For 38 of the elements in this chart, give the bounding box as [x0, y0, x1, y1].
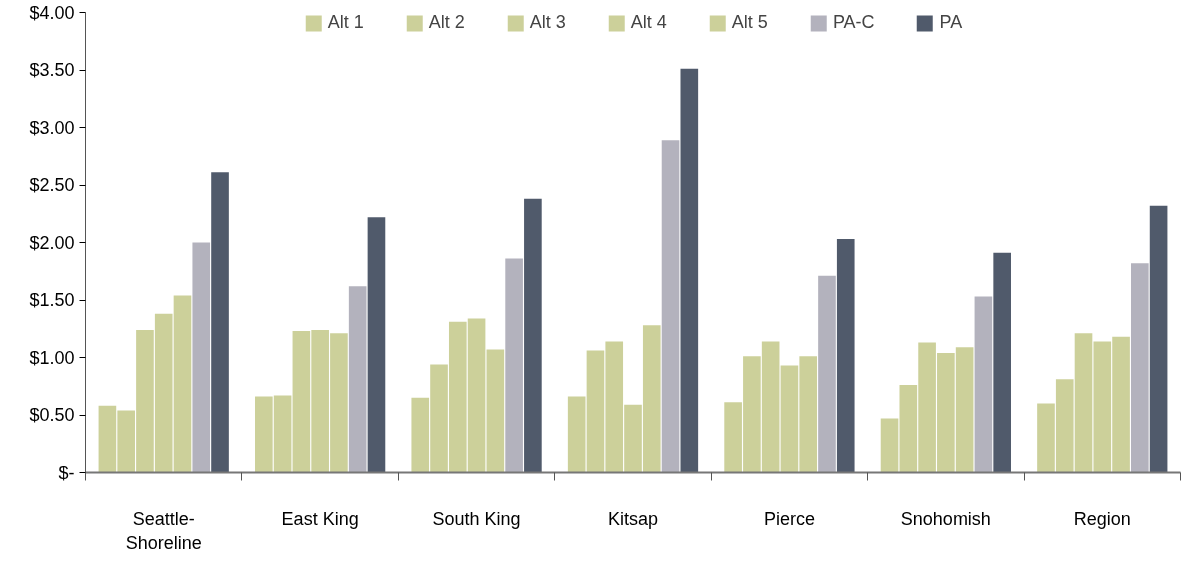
y-tick-label: $3.50 — [29, 60, 75, 80]
bar — [974, 296, 993, 473]
legend-label: Alt 5 — [731, 12, 768, 33]
x-tick-label: East King — [281, 508, 359, 529]
bar — [1149, 205, 1168, 473]
y-tick-label: $3.00 — [29, 117, 75, 138]
legend-label: Alt 3 — [529, 12, 566, 33]
bar — [680, 68, 699, 473]
y-tick-label: $2.50 — [29, 175, 75, 195]
legend-label: Alt 1 — [327, 12, 364, 33]
bar — [661, 140, 680, 473]
bar — [211, 172, 229, 473]
bar — [818, 275, 836, 473]
y-tick-label: $1.00 — [29, 347, 75, 368]
bar — [524, 198, 542, 473]
bar — [1131, 263, 1149, 473]
legend-label: PA — [939, 12, 963, 33]
y-tick-label: $2.00 — [29, 232, 75, 253]
x-tick-label: Seattle-Shoreline — [125, 508, 202, 553]
bar — [367, 217, 386, 473]
legend-label: PA-C — [832, 12, 875, 33]
legend-label: Alt 4 — [630, 12, 667, 33]
bar — [505, 258, 523, 473]
y-tick-label: $- — [58, 462, 75, 483]
x-tick-label: Pierce — [763, 508, 815, 529]
x-tick-label: South King — [432, 508, 521, 529]
legend-label: Alt 2 — [428, 12, 465, 33]
bar — [348, 286, 367, 473]
bar — [993, 252, 1011, 473]
y-tick-label: $4.00 — [29, 2, 75, 23]
bar — [486, 349, 505, 473]
x-tick-label: Kitsap — [607, 508, 659, 529]
x-tick-label: Region — [1073, 508, 1131, 529]
y-tick-label: $0.50 — [29, 405, 75, 425]
bar — [192, 242, 211, 473]
x-tick-label: Snohomish — [900, 508, 991, 529]
bar — [836, 239, 855, 473]
y-tick-label: $1.50 — [29, 290, 75, 310]
